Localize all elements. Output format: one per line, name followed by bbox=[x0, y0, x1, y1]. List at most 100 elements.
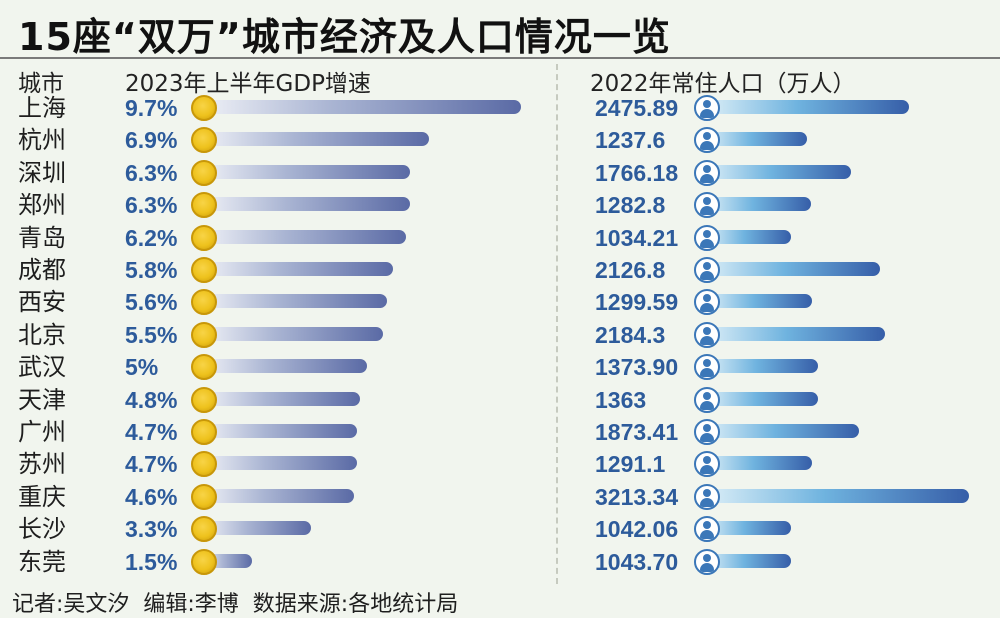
city-row: 郑州 6.3% 1282.8 bbox=[0, 189, 1000, 221]
population-value-label: 1299.59 bbox=[595, 289, 679, 316]
population-bar bbox=[706, 100, 909, 114]
person-icon bbox=[694, 127, 720, 154]
city-label: 重庆 bbox=[18, 482, 66, 511]
person-icon bbox=[694, 354, 720, 381]
population-value-label: 1237.6 bbox=[595, 127, 666, 154]
population-value-label: 2475.89 bbox=[595, 95, 679, 121]
footer-credits: 记者:吴文汐 编辑:李博 数据来源:各地统计局 bbox=[12, 592, 459, 617]
population-value-label: 1363 bbox=[595, 386, 647, 413]
city-label: 广州 bbox=[18, 418, 66, 446]
gdp-bar bbox=[203, 100, 521, 114]
city-label: 北京 bbox=[18, 320, 66, 349]
person-icon bbox=[694, 224, 720, 251]
city-label: 成都 bbox=[18, 256, 66, 284]
gdp-bar bbox=[203, 521, 312, 536]
title-divider bbox=[0, 57, 1000, 59]
gdp-bar bbox=[203, 326, 384, 341]
city-label: 天津 bbox=[18, 385, 66, 414]
city-label: 长沙 bbox=[18, 515, 66, 544]
gdp-value-label: 6.2% bbox=[125, 224, 178, 251]
gdp-value-label: 4.7% bbox=[125, 451, 178, 478]
city-row: 成都 5.8% 2126.8 bbox=[0, 254, 1000, 286]
person-icon bbox=[694, 451, 720, 478]
gdp-value-label: 3.3% bbox=[125, 516, 178, 543]
gdp-bar bbox=[203, 456, 358, 471]
population-value-label: 1042.06 bbox=[595, 516, 679, 543]
city-label: 上海 bbox=[18, 94, 66, 122]
city-label: 深圳 bbox=[18, 158, 66, 187]
gdp-bar bbox=[203, 164, 410, 179]
coin-icon bbox=[191, 548, 217, 575]
gdp-bar bbox=[203, 294, 387, 309]
person-icon bbox=[694, 192, 720, 219]
city-label: 杭州 bbox=[18, 126, 66, 155]
person-icon bbox=[694, 483, 720, 510]
gdp-value-label: 4.6% bbox=[125, 483, 178, 510]
chart-title: 15座“双万”城市经济及人口情况一览 bbox=[18, 15, 671, 59]
coin-icon bbox=[191, 289, 217, 316]
person-icon bbox=[694, 289, 720, 316]
population-bar bbox=[706, 229, 791, 244]
city-label: 青岛 bbox=[18, 223, 66, 252]
person-icon bbox=[694, 321, 720, 348]
person-icon bbox=[694, 516, 720, 543]
city-row: 北京 5.5% 2184.3 bbox=[0, 319, 1000, 351]
population-bar bbox=[706, 294, 813, 309]
population-bar bbox=[706, 456, 812, 471]
gdp-column-header: 2023年上半年GDP增速 bbox=[125, 71, 371, 97]
population-value-label: 1873.41 bbox=[595, 419, 679, 445]
population-bar bbox=[706, 164, 851, 179]
gdp-value-label: 5.6% bbox=[125, 289, 178, 316]
population-bar bbox=[706, 197, 811, 212]
gdp-bar bbox=[203, 391, 361, 406]
population-value-label: 1282.8 bbox=[595, 192, 666, 219]
population-bar bbox=[706, 262, 881, 276]
gdp-bar bbox=[203, 197, 410, 212]
column-divider bbox=[556, 64, 558, 584]
coin-icon bbox=[191, 386, 217, 413]
population-value-label: 1766.18 bbox=[595, 159, 679, 186]
coin-icon bbox=[191, 159, 217, 186]
city-label: 西安 bbox=[18, 288, 66, 317]
gdp-value-label: 6.9% bbox=[125, 127, 178, 154]
coin-icon bbox=[191, 516, 217, 543]
city-row: 重庆 4.6% 3213.34 bbox=[0, 481, 1000, 513]
population-bar bbox=[706, 391, 818, 406]
gdp-value-label: 6.3% bbox=[125, 192, 178, 219]
city-row: 天津 4.8% 1363 bbox=[0, 384, 1000, 416]
city-row: 杭州 6.9% 1237.6 bbox=[0, 124, 1000, 156]
gdp-value-label: 4.8% bbox=[125, 386, 178, 413]
gdp-bar bbox=[203, 262, 394, 276]
gdp-bar bbox=[203, 132, 430, 147]
population-value-label: 2184.3 bbox=[595, 321, 666, 348]
city-row: 上海 9.7% 2475.89 bbox=[0, 92, 1000, 124]
coin-icon bbox=[191, 192, 217, 219]
population-value-label: 1373.90 bbox=[595, 354, 679, 381]
city-row: 东莞 1.5% 1043.70 bbox=[0, 546, 1000, 578]
population-column-header: 2022年常住人口（万人） bbox=[590, 71, 856, 97]
gdp-value-label: 5.8% bbox=[125, 257, 178, 283]
city-column-header: 城市 bbox=[18, 71, 64, 97]
coin-icon bbox=[191, 483, 217, 510]
gdp-bar bbox=[203, 488, 354, 503]
population-bar bbox=[706, 553, 792, 568]
population-value-label: 3213.34 bbox=[595, 483, 679, 510]
gdp-value-label: 9.7% bbox=[125, 95, 178, 121]
coin-icon bbox=[191, 321, 217, 348]
city-row: 西安 5.6% 1299.59 bbox=[0, 286, 1000, 318]
city-label: 郑州 bbox=[18, 191, 66, 220]
city-row: 广州 4.7% 1873.41 bbox=[0, 416, 1000, 448]
population-value-label: 1034.21 bbox=[595, 224, 679, 251]
coin-icon bbox=[191, 224, 217, 251]
population-value-label: 2126.8 bbox=[595, 257, 666, 283]
person-icon bbox=[694, 159, 720, 186]
gdp-value-label: 6.3% bbox=[125, 159, 178, 186]
city-label: 苏州 bbox=[18, 450, 66, 479]
population-bar bbox=[706, 488, 969, 503]
person-icon bbox=[694, 548, 720, 575]
city-row: 武汉 5% 1373.90 bbox=[0, 351, 1000, 383]
coin-icon bbox=[191, 127, 217, 154]
gdp-bar bbox=[203, 424, 358, 438]
city-label: 武汉 bbox=[18, 353, 66, 382]
person-icon bbox=[694, 257, 720, 283]
